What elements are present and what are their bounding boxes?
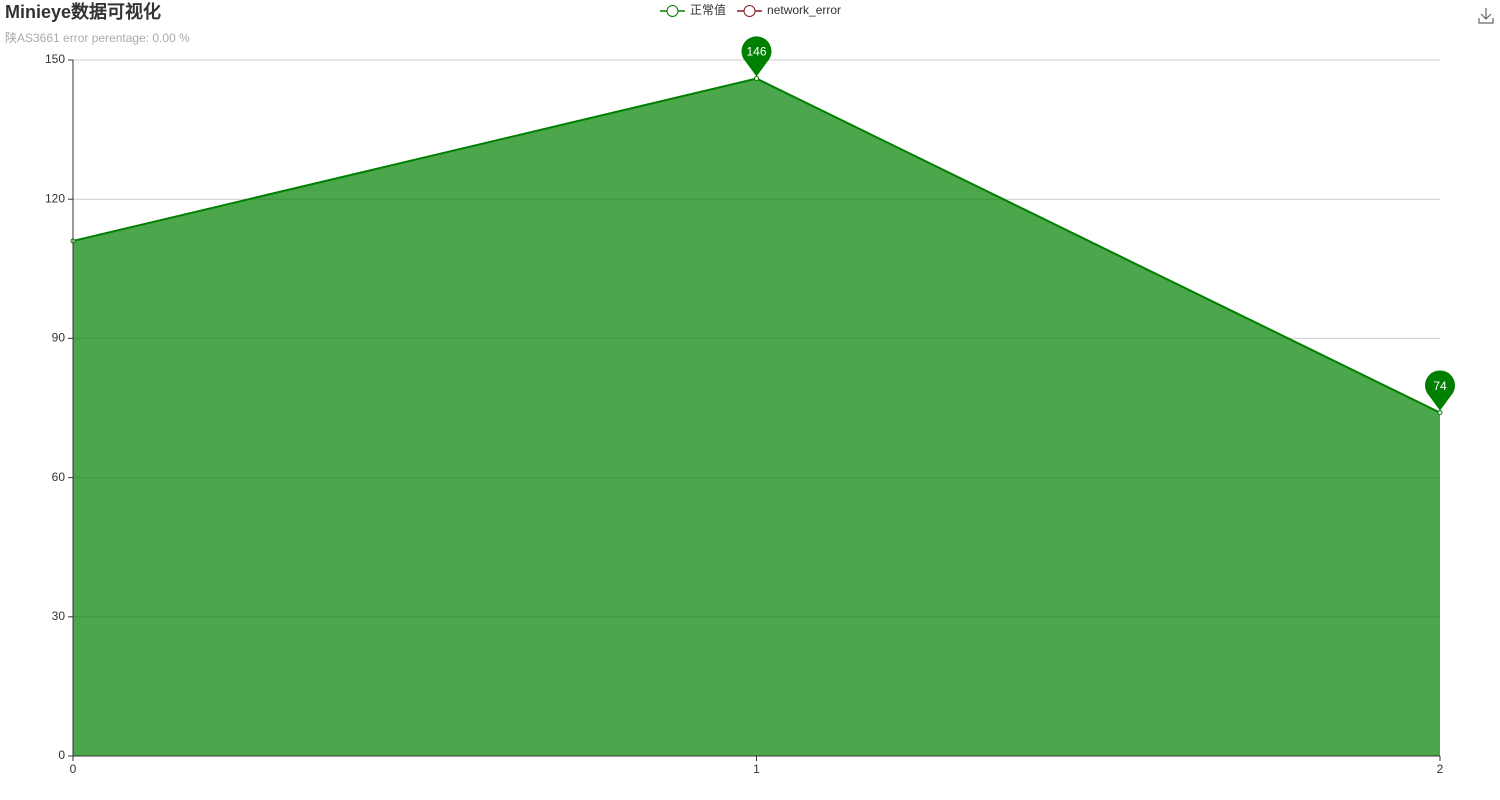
download-button[interactable]: [1478, 8, 1494, 24]
area: [73, 78, 1440, 756]
download-icon[interactable]: [1478, 8, 1494, 24]
legend-label: 正常值: [690, 2, 726, 17]
legend-item: network_error: [737, 3, 841, 17]
y-tick-label: 120: [45, 191, 65, 205]
mark-pin-label: 74: [1433, 379, 1447, 393]
chart-title: Minieye数据可视化: [5, 1, 161, 22]
mark-pin-label: 146: [746, 45, 766, 59]
mark-pin: [741, 36, 772, 77]
x-tick-label: 1: [753, 762, 760, 776]
mark-pin: [1424, 370, 1455, 411]
y-tick-label: 90: [52, 331, 66, 345]
point: [1437, 410, 1443, 416]
x-tick-label: 0: [70, 762, 77, 776]
legend-label: network_error: [767, 3, 841, 17]
y-tick-label: 60: [52, 470, 66, 484]
y-tick-label: 0: [58, 748, 65, 762]
x-tick-label: 2: [1437, 762, 1444, 776]
legend-item: 正常值: [660, 2, 726, 17]
y-tick-label: 150: [45, 52, 65, 66]
legend-marker: [743, 5, 756, 17]
chart-subtitle: 陕AS3661 error perentage: 0.00 %: [5, 30, 190, 45]
legend-marker: [666, 5, 679, 17]
point: [754, 76, 759, 82]
y-tick-label: 30: [52, 609, 66, 623]
